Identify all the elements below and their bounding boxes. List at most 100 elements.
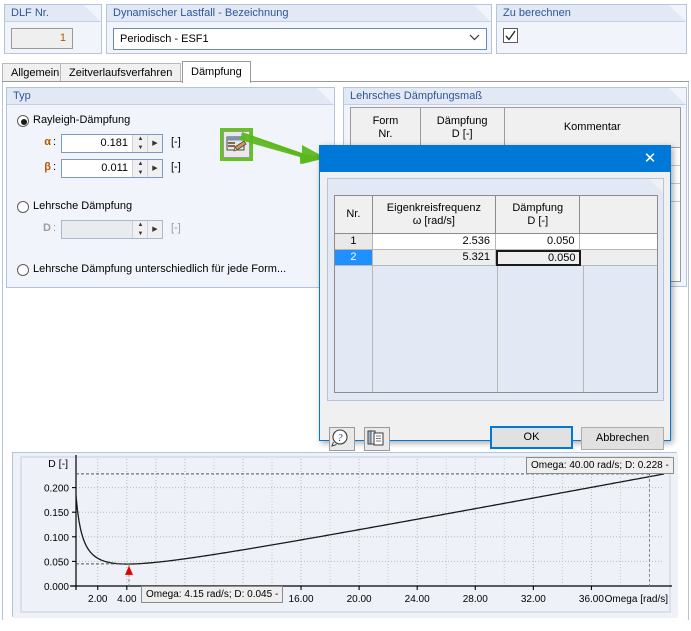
copy-icon [367, 430, 384, 446]
alpha-value[interactable]: 0.181 [100, 137, 128, 149]
header-line2: D [-] [527, 214, 549, 227]
radio-label: Lehrsche Dämpfung [33, 200, 133, 212]
header-line2: ω [rad/s] [412, 214, 455, 227]
svg-text:28.00: 28.00 [463, 594, 488, 605]
stepper-up-icon[interactable]: ▲ [137, 136, 144, 142]
ok-button[interactable]: OK [490, 426, 573, 449]
load-case-group: Dynamischer Lastfall - Bezeichnung Perio… [106, 4, 492, 54]
cell-row-number[interactable]: 1 [335, 234, 373, 250]
stepper-down-icon: ▼ [137, 231, 144, 237]
grid-row[interactable]: 2 5.321 0.050 [335, 250, 657, 266]
svg-text:32.00: 32.00 [521, 594, 546, 605]
dialog-panel: Nr. Eigenkreisfrequenz ω [rad/s] Dämpfun… [327, 178, 664, 401]
copy-button[interactable] [364, 427, 390, 451]
tabstrip: Allgemein Zeitverlaufsverfahren Dämpfung [2, 61, 689, 83]
cell-blank[interactable] [580, 250, 657, 266]
group-corner-clip [669, 88, 686, 105]
header-line2: D [-] [451, 127, 473, 140]
tab-daempfung[interactable]: Dämpfung [182, 61, 251, 83]
alpha-spinner[interactable]: 0.181 ▲ ▼ ▶ [61, 134, 163, 153]
alpha-more-icon[interactable]: ▶ [147, 135, 162, 152]
column-header-nr: Nr. [335, 196, 373, 234]
cell-eigenkreisfrequenz[interactable]: 5.321 [372, 250, 496, 266]
d-stepper: ▲ ▼ [132, 221, 147, 238]
column-header-daempfung: Dämpfung D [-] [420, 108, 505, 148]
stepper-down-icon[interactable]: ▼ [137, 170, 144, 176]
d-symbol: D [43, 222, 51, 234]
d-unit: [-] [171, 222, 181, 234]
svg-text:D [-]: D [-] [48, 458, 68, 470]
tab-zeitverlaufsverfahren[interactable]: Zeitverlaufsverfahren [60, 63, 182, 82]
svg-text:Omega [rad/s]: Omega [rad/s] [605, 594, 669, 605]
cell-daempfung[interactable]: 0.050 [496, 234, 581, 250]
calculate-title: Zu berechnen [497, 5, 686, 22]
alpha-colon: : [53, 136, 57, 148]
header-line1: Form [372, 114, 399, 127]
eigen-damping-grid[interactable]: Nr. Eigenkreisfrequenz ω [rad/s] Dämpfun… [334, 195, 658, 393]
header-line1: Dämpfung [512, 201, 564, 214]
cell-eigenkreisfrequenz[interactable]: 2.536 [372, 234, 496, 250]
chart-annotation-maximum: Omega: 40.00 rad/s; D: 0.228 - [526, 457, 674, 474]
cell-row-number[interactable]: 2 [335, 250, 373, 266]
stepper-up-icon: ▲ [137, 222, 144, 228]
beta-stepper[interactable]: ▲ ▼ [132, 160, 147, 177]
svg-text:4.00: 4.00 [117, 594, 137, 605]
cell-blank[interactable] [580, 234, 657, 250]
header-line1: Dämpfung [436, 114, 488, 127]
close-icon[interactable]: ✕ [643, 150, 657, 167]
chart-annotation-minimum: Omega: 4.15 rad/s; D: 0.045 - [141, 586, 284, 603]
beta-value[interactable]: 0.011 [101, 162, 128, 174]
load-case-body: Periodisch - ESF1 [107, 22, 491, 53]
header-line1: Eigenkreisfrequenz [386, 201, 481, 214]
svg-text:0.150: 0.150 [44, 508, 69, 519]
group-corner-clip [669, 5, 686, 22]
chevron-down-icon[interactable] [466, 29, 482, 49]
svg-text:16.00: 16.00 [289, 594, 314, 605]
column-header-blank [580, 196, 657, 234]
svg-text:0.200: 0.200 [44, 484, 69, 495]
calculate-group: Zu berechnen [496, 4, 687, 54]
grid-header-row: Nr. Eigenkreisfrequenz ω [rad/s] Dämpfun… [335, 196, 657, 234]
dialog-titlebar[interactable]: ✕ [320, 146, 670, 172]
grid-row[interactable]: 1 2.536 0.050 [335, 234, 657, 250]
calculate-checkbox[interactable] [503, 28, 518, 43]
alpha-unit: [-] [171, 136, 181, 148]
dlf-number-field[interactable]: 1 [11, 28, 73, 49]
svg-text:24.00: 24.00 [405, 594, 430, 605]
checkmark-icon [505, 30, 516, 41]
typ-group: Typ Rayleigh-Dämpfung α : 0.181 ▲ ▼ ▶ [-… [6, 87, 335, 288]
svg-text:0.000: 0.000 [44, 582, 69, 593]
dlf-number-body: 1 [5, 22, 101, 53]
cell-daempfung-editing[interactable]: 0.050 [496, 250, 581, 266]
svg-text:36.00: 36.00 [579, 594, 604, 605]
load-case-title: Dynamischer Lastfall - Bezeichnung [107, 5, 491, 22]
help-button[interactable]: ? [329, 427, 355, 451]
group-corner-clip [317, 88, 334, 105]
column-header-kommentar: Kommentar [504, 108, 680, 148]
alpha-stepper[interactable]: ▲ ▼ [132, 135, 147, 152]
tab-allgemein[interactable]: Allgemein [2, 63, 69, 82]
beta-symbol: β [44, 161, 51, 173]
svg-text:0.100: 0.100 [44, 533, 69, 544]
radio-icon[interactable] [17, 115, 29, 127]
beta-more-icon[interactable]: ▶ [147, 160, 162, 177]
table-header-row: Form Nr. Dämpfung D [-] Kommentar [351, 108, 680, 148]
beta-spinner[interactable]: 0.011 ▲ ▼ ▶ [61, 159, 163, 178]
cancel-button[interactable]: Abbrechen [581, 427, 664, 450]
load-case-combobox[interactable]: Periodisch - ESF1 [113, 28, 487, 50]
radio-icon[interactable] [17, 264, 29, 276]
stepper-down-icon[interactable]: ▼ [137, 145, 144, 151]
lehr-damping-title: Lehrsches Dämpfungsmaß [344, 88, 686, 105]
stepper-up-icon[interactable]: ▲ [137, 161, 144, 167]
group-corner-clip [474, 5, 491, 22]
pointer-arrow-icon [240, 132, 326, 164]
header-line2: Nr. [378, 127, 393, 140]
dlf-number-title: DLF Nr. [5, 5, 101, 22]
svg-text:0.050: 0.050 [44, 557, 69, 568]
radio-icon[interactable] [17, 201, 29, 213]
typ-group-body: Rayleigh-Dämpfung α : 0.181 ▲ ▼ ▶ [-] β … [7, 105, 334, 287]
grid-empty-area[interactable] [335, 266, 657, 392]
